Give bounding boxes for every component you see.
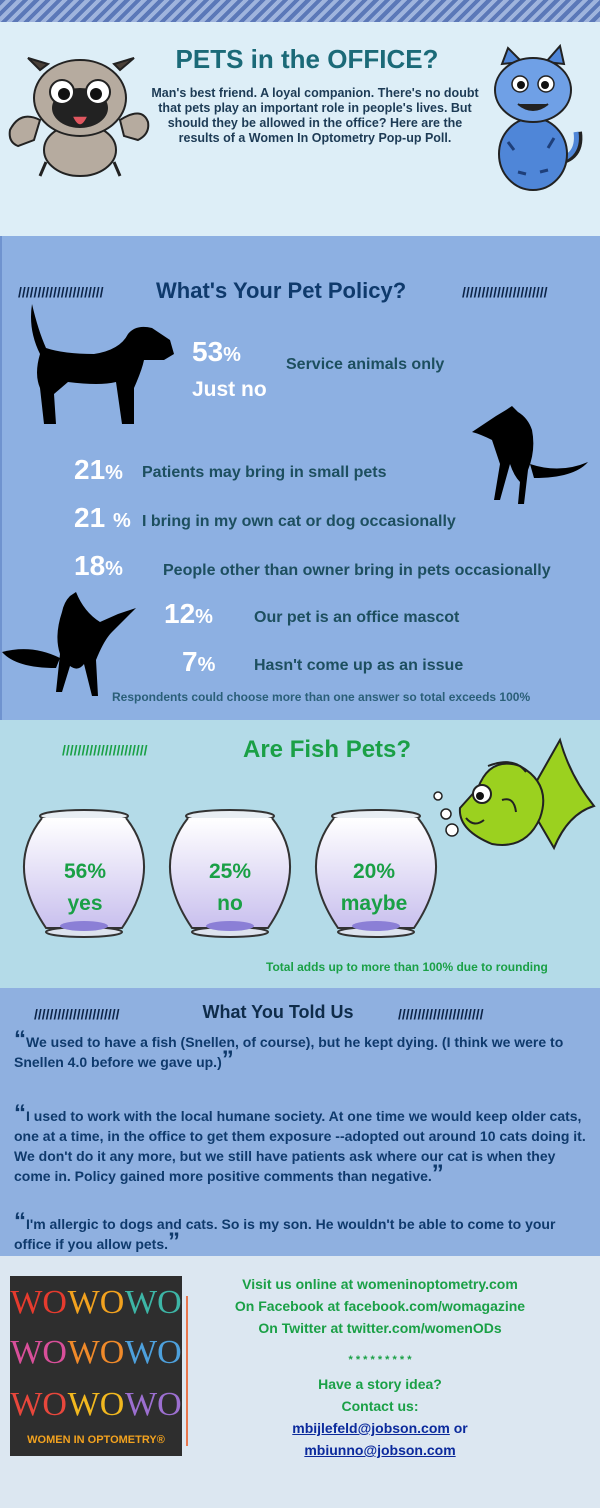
logo-mark: WO — [124, 1386, 182, 1423]
quote-text: I used to work with the local humane soc… — [14, 1108, 586, 1184]
footer-twitter-line: On Twitter at twitter.com/womenODs — [258, 1320, 502, 1336]
logo-mark: WO — [67, 1284, 125, 1321]
logo-row-3: WO WO WO — [10, 1386, 182, 1424]
logo-row-2: WO WO WO — [10, 1334, 182, 1372]
comments-heading: What You Told Us — [202, 1002, 354, 1022]
footer-website-line: Visit us online at womeninoptometry.com — [242, 1276, 518, 1292]
logo-mark: WO — [124, 1284, 182, 1321]
cat-silhouette-right-icon — [472, 406, 588, 504]
policy-stat-6: 7% — [182, 646, 215, 678]
policy-label-service-animals: Service animals only — [286, 356, 445, 373]
fishbowls-illustration — [23, 809, 437, 938]
footer-story-idea: Have a story idea? — [318, 1376, 442, 1392]
policy-label-just-no: Just no — [192, 378, 267, 401]
logo-mark: WO — [10, 1284, 67, 1321]
percent-sign: % — [223, 344, 241, 366]
percent-sign: % — [105, 558, 123, 580]
fish-answer-label: no — [217, 892, 243, 915]
footer-contact-label: Contact us: — [341, 1398, 419, 1414]
top-stripe — [0, 0, 600, 22]
percent-sign: % — [112, 510, 131, 532]
open-quote-mark: “ — [14, 1100, 26, 1127]
quote-3: “I'm allergic to dogs and cats. So is my… — [14, 1210, 590, 1255]
close-quote-mark: ” — [221, 1046, 234, 1073]
quote-2: “I used to work with the local humane so… — [14, 1102, 590, 1187]
quote-1: “We used to have a fish (Snellen, of cou… — [14, 1028, 590, 1073]
policy-percent-value: 53 — [192, 336, 224, 367]
page-title: PETS in the OFFICE? — [175, 44, 439, 74]
fish-answer-no: 25% no — [170, 860, 290, 916]
told-slashes-left: ////////////////////// — [34, 1006, 120, 1022]
fish-answer-yes: 56% yes — [25, 860, 145, 916]
fish-answer-label: yes — [67, 892, 103, 915]
policy-stat-2: 21% — [74, 454, 123, 486]
fish-answer-maybe: 20% maybe — [314, 860, 434, 916]
comments-section — [0, 988, 600, 1256]
percent-sign: % — [105, 462, 123, 484]
percent-sign: % — [195, 606, 213, 628]
logo-mark: WO — [67, 1386, 125, 1423]
percent-sign: % — [197, 654, 216, 676]
email-or-text: or — [449, 1420, 468, 1436]
fish-answer-label: maybe — [340, 892, 408, 915]
email-link-mbijlefeld[interactable]: mbijlefeld@jobson.com — [292, 1420, 450, 1436]
decorative-slashes-left: ////////////////////// — [18, 284, 104, 300]
footer-stars-divider: * * * * * * * * * — [348, 1354, 412, 1366]
green-fish-illustration — [433, 737, 596, 851]
logo-mark: WO — [124, 1334, 182, 1371]
policy-label-own-pet: I bring in my own cat or dog occasionall… — [142, 513, 456, 530]
policy-stat-4: 18% — [74, 550, 123, 582]
footer-email-line-2: mbiunno@jobson.com — [190, 1442, 570, 1458]
logo-mark: WO — [10, 1386, 67, 1423]
logo-divider — [186, 1296, 188, 1446]
fish-heading: Are Fish Pets? — [243, 736, 412, 763]
close-quote-mark: ” — [431, 1160, 444, 1187]
close-quote-mark: ” — [168, 1228, 181, 1255]
policy-stat-1: 53% — [192, 336, 241, 368]
policy-stat-3: 21 % — [74, 502, 131, 534]
fish-slashes: ////////////////////// — [62, 742, 148, 758]
open-quote-mark: “ — [14, 1026, 26, 1053]
policy-stat-5: 12% — [164, 598, 213, 630]
fish-answer-percent: 20% — [352, 860, 396, 883]
policy-label-others-bring: People other than owner bring in pets oc… — [163, 562, 551, 579]
logo-name: WOMEN IN OPTOMETRY® — [27, 1434, 165, 1446]
policy-percent-value: 18 — [74, 550, 106, 581]
pet-policy-heading: What's Your Pet Policy? — [156, 278, 407, 303]
open-quote-mark: “ — [14, 1208, 26, 1235]
cat-silhouette-left-icon — [2, 592, 136, 696]
decorative-slashes-right: ////////////////////// — [462, 284, 548, 300]
pug-dog-illustration — [8, 57, 150, 177]
women-in-optometry-logo: WO WO WO WO WO WO WO WO WO WOMEN IN OPTO… — [10, 1276, 182, 1456]
fish-footnote: Total adds up to more than 100% due to r… — [266, 960, 548, 974]
dog-silhouette-icon — [31, 304, 174, 424]
logo-mark: WO — [67, 1334, 125, 1371]
quote-text: We used to have a fish (Snellen, of cour… — [14, 1034, 564, 1070]
policy-footnote: Respondents could choose more than one a… — [112, 690, 531, 704]
fishbowl-3 — [315, 809, 437, 938]
intro-paragraph: Man's best friend. A loyal companion. Th… — [151, 86, 479, 145]
blue-cat-illustration — [494, 43, 583, 191]
policy-percent-value: 21 — [74, 454, 106, 485]
told-slashes-right: ////////////////////// — [398, 1006, 484, 1022]
fishbowl-2 — [169, 809, 291, 938]
policy-percent-value: 12 — [164, 598, 196, 629]
fish-answer-percent: 25% — [208, 860, 252, 883]
footer-facebook-line: On Facebook at facebook.com/womagazine — [234, 1298, 526, 1314]
email-link-mbiunno[interactable]: mbiunno@jobson.com — [304, 1442, 456, 1458]
quote-text: I'm allergic to dogs and cats. So is my … — [14, 1216, 556, 1252]
policy-label-mascot: Our pet is an office mascot — [254, 609, 460, 626]
logo-row-1: WO WO WO — [10, 1284, 182, 1322]
footer-email-line-1: mbijlefeld@jobson.com or — [190, 1420, 570, 1436]
policy-percent-value: 21 — [74, 502, 113, 533]
policy-label-not-an-issue: Hasn't come up as an issue — [254, 657, 464, 674]
policy-percent-value: 7 — [182, 646, 198, 677]
logo-mark: WO — [10, 1334, 67, 1371]
fish-answer-percent: 56% — [63, 860, 107, 883]
policy-label-small-pets: Patients may bring in small pets — [142, 464, 387, 481]
fishbowl-1 — [23, 809, 145, 938]
